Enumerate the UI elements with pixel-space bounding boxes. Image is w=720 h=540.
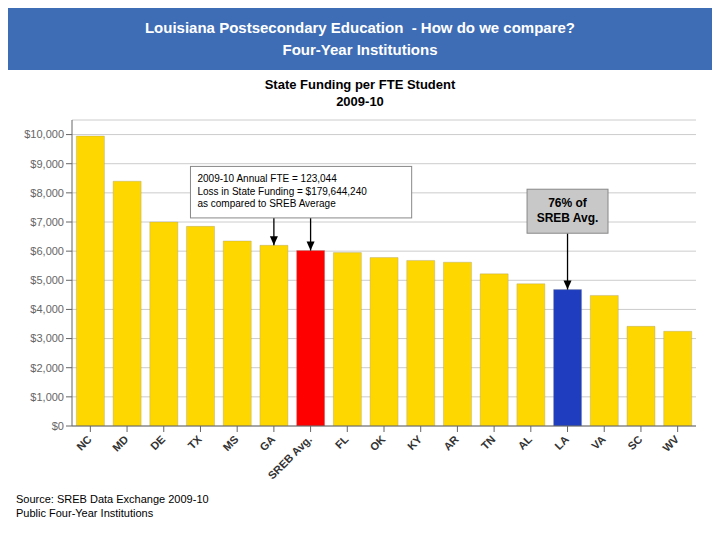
svg-text:OK: OK [367,433,387,453]
svg-text:LA: LA [552,433,571,452]
html-text:Four-Year Institutions: Four-Year Institutions [282,41,438,58]
html-text:Source: SREB Data Exchange 200: Source: SREB Data Exchange 2009-10 [16,493,209,505]
svg-text:76% ofSREB Avg.: 76% ofSREB Avg. [537,196,599,225]
html-text:2009-10: 2009-10 [336,94,384,109]
svg-text:TN: TN [479,433,498,452]
svg-text:WV: WV [660,433,681,454]
svg-text:GA: GA [257,433,277,453]
svg-text:KY: KY [405,433,425,453]
svg-text:2009-10 Annual FTE = 123,044Lo: 2009-10 Annual FTE = 123,044Loss in Stat… [197,173,367,209]
svg-text:$8,000: $8,000 [30,187,64,199]
html-text:Public Four-Year Institutions: Public Four-Year Institutions [16,507,154,519]
svg-text:SC: SC [625,433,644,452]
svg-text:$10,000: $10,000 [24,128,64,140]
svg-text:$2,000: $2,000 [30,362,64,374]
svg-text:$9,000: $9,000 [30,158,64,170]
svg-text:$6,000: $6,000 [30,245,64,257]
svg-text:MS: MS [220,433,240,453]
svg-text:DE: DE [148,433,167,452]
svg-text:VA: VA [589,433,608,452]
svg-text:$7,000: $7,000 [30,216,64,228]
svg-text:NC: NC [74,433,94,453]
svg-text:$0: $0 [52,420,64,432]
svg-text:SREB Avg.: SREB Avg. [266,433,315,482]
html-text:State Funding per FTE Student: State Funding per FTE Student [264,77,456,92]
svg-text:$1,000: $1,000 [30,391,64,403]
svg-text:$5,000: $5,000 [30,274,64,286]
html-text:Louisiana Postsecondary Educat: Louisiana Postsecondary Education - How … [145,19,575,36]
svg-text:$3,000: $3,000 [30,332,64,344]
svg-text:AL: AL [515,433,534,452]
svg-text:MD: MD [110,433,131,454]
svg-text:AR: AR [441,433,461,453]
svg-text:$4,000: $4,000 [30,303,64,315]
svg-text:FL: FL [333,433,351,451]
svg-text:TX: TX [186,433,205,452]
